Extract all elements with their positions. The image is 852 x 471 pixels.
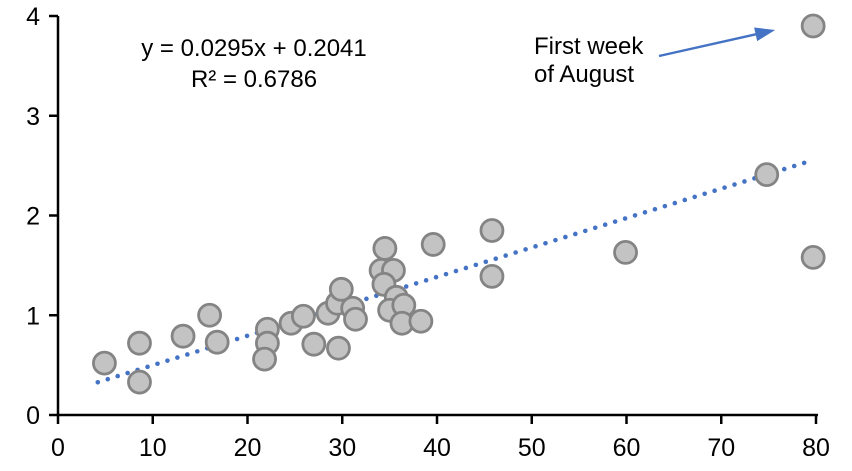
trendline-dot <box>742 179 747 184</box>
trendline-dot <box>692 194 698 200</box>
trendline-dot <box>443 271 449 277</box>
trendline-dot <box>125 370 130 376</box>
trendline-equation-text: y = 0.0295x + 0.2041 <box>141 35 367 62</box>
trendline-dot <box>473 262 479 268</box>
scatter-points <box>92 13 826 395</box>
x-tick-label: 40 <box>423 434 451 462</box>
trendline-dot <box>632 213 638 218</box>
trendline-dot <box>543 240 548 246</box>
data-point <box>372 236 398 261</box>
trendline-dot <box>602 222 608 228</box>
trendline-dot <box>503 253 508 258</box>
tick-labels: 0 10 20 30 40 50 60 70 80 0 1 2 3 4 <box>26 3 830 462</box>
data-point <box>479 263 505 289</box>
trendline-dot <box>523 247 528 252</box>
data-point <box>326 335 351 361</box>
y-tick-label: 4 <box>26 3 40 31</box>
trendline-dots <box>95 160 807 385</box>
x-tick-label: 70 <box>707 434 735 462</box>
data-point <box>291 303 316 329</box>
trendline-dot <box>234 336 240 342</box>
trendline-dot <box>791 163 797 169</box>
axes <box>49 14 818 424</box>
x-tick-label: 20 <box>234 434 262 462</box>
trendline-dot <box>712 188 717 194</box>
trendline-dot <box>403 284 409 289</box>
trendline-dot <box>145 364 150 370</box>
data-point <box>343 306 368 332</box>
x-tick-label: 0 <box>51 434 65 462</box>
data-point <box>754 162 780 188</box>
trendline-dot <box>662 203 668 209</box>
trendline-dot <box>185 352 190 357</box>
trendline-dot <box>513 250 518 255</box>
data-point <box>800 244 826 270</box>
trendline-dot <box>453 268 459 274</box>
data-point <box>252 346 277 372</box>
trendline-dot <box>364 296 369 302</box>
trendline-dot <box>682 197 688 203</box>
trendline-dot <box>483 259 489 265</box>
x-tick-label: 80 <box>802 434 830 462</box>
trendline-dot <box>672 200 678 206</box>
data-point <box>408 308 434 334</box>
data-point <box>127 369 152 395</box>
arrow-shaft <box>658 32 759 58</box>
trendline-dot <box>155 361 160 367</box>
x-tick-label: 30 <box>328 434 356 462</box>
trendline-dot <box>781 166 787 172</box>
trendline-dot <box>175 355 180 360</box>
trendline-dot <box>582 228 588 234</box>
y-tick-label: 2 <box>26 203 40 231</box>
data-point <box>204 329 230 355</box>
trendline-dot <box>115 373 120 379</box>
trendline-dot <box>463 265 469 271</box>
data-point <box>479 218 505 243</box>
trendline-dot <box>652 206 658 212</box>
x-tick-label: 50 <box>518 434 546 462</box>
trendline-dot <box>244 333 250 339</box>
trendline-dot <box>413 281 419 286</box>
x-tick-label: 60 <box>613 434 641 462</box>
y-tick-label: 0 <box>26 402 40 430</box>
data-point <box>800 13 826 39</box>
data-point <box>127 330 152 356</box>
trendline-dot <box>423 278 429 283</box>
trendline-dot <box>722 185 727 190</box>
trendline-dot <box>592 225 598 231</box>
y-tick-label: 3 <box>26 103 40 131</box>
trendline-dot <box>563 234 568 240</box>
data-point <box>613 240 638 265</box>
y-tick-label: 1 <box>26 302 40 330</box>
data-point <box>420 232 446 257</box>
trendline-dot <box>642 210 648 215</box>
trendline-dot <box>553 237 558 243</box>
trendline-dot <box>165 358 170 363</box>
annotation-text-line1: First week <box>534 33 644 60</box>
trendline-r-squared-text: R² = 0.6786 <box>191 66 317 93</box>
annotation-text-line2: of August <box>534 61 634 88</box>
trendline-dot <box>105 376 111 382</box>
trendline-dot <box>612 219 618 224</box>
trendline-dot <box>573 231 578 237</box>
data-point <box>328 276 354 302</box>
arrow-head <box>754 27 776 42</box>
trendline-dot <box>732 182 737 187</box>
trendline-dot <box>801 160 807 166</box>
data-point <box>92 350 117 376</box>
data-point <box>170 323 196 349</box>
data-point <box>301 331 327 357</box>
x-tick-label: 10 <box>139 434 167 462</box>
trendline-dot <box>493 256 499 261</box>
trendline-dot <box>702 191 707 197</box>
annotation-arrow-icon <box>658 27 776 58</box>
trendline-dot <box>194 349 200 354</box>
data-point <box>197 302 223 328</box>
trendline-dot <box>433 274 439 280</box>
trendline-dot <box>533 244 538 249</box>
trendline-dot <box>95 379 101 385</box>
trendline-dot <box>622 216 628 221</box>
